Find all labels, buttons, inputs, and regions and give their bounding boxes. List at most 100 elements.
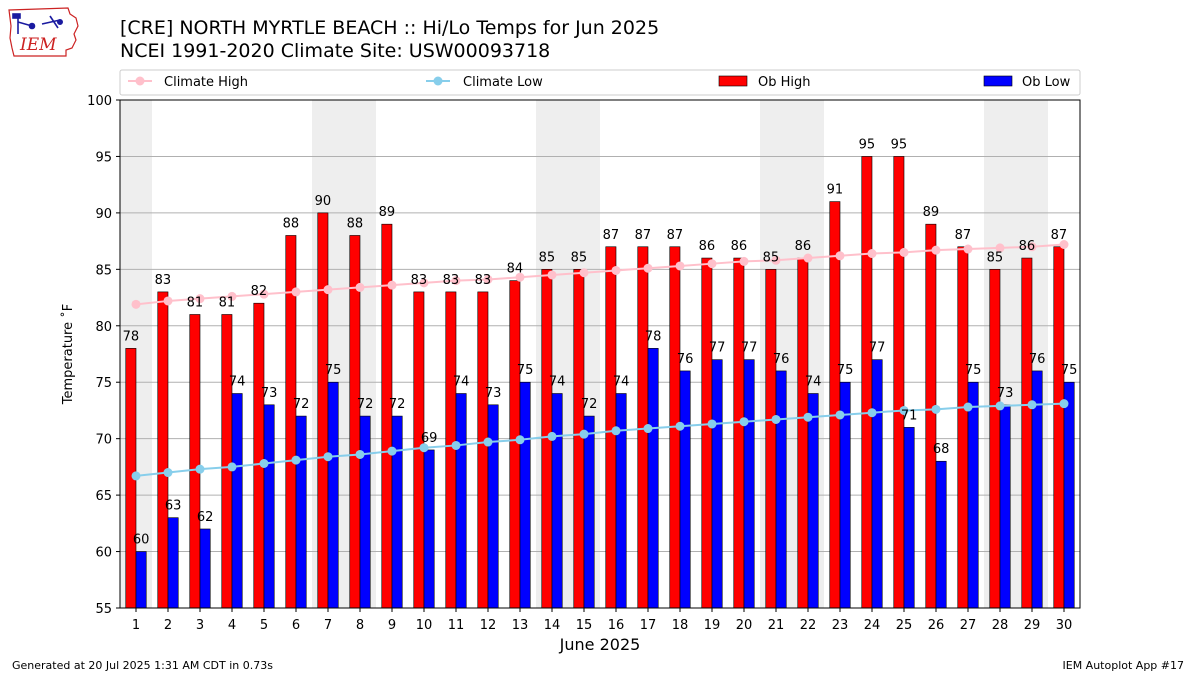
ob-low-bar-15 — [583, 415, 595, 609]
climate-low-point-19 — [707, 419, 717, 429]
ob-high-label-4: 81 — [219, 295, 236, 310]
climate-low-point-20 — [739, 417, 749, 427]
climate-low-point-21 — [771, 414, 781, 424]
ob-high-label-26: 89 — [923, 205, 940, 220]
climate-high-point-14 — [547, 270, 557, 280]
ob-low-bar-25 — [903, 427, 915, 609]
y-axis: 55 60 65 70 75 80 85 90 95 100 — [87, 94, 120, 617]
ob-high-label-19: 86 — [699, 239, 716, 254]
app-note: IEM Autoplot App #17 — [1062, 659, 1185, 672]
ob-low-label-24: 77 — [869, 341, 886, 356]
ob-high-label-22: 86 — [795, 239, 812, 254]
ob-high-label-7: 90 — [315, 194, 332, 209]
climate-low-point-23 — [835, 410, 845, 420]
y-tick-label-70: 70 — [95, 433, 112, 448]
climate-low-point-15 — [579, 429, 589, 439]
climate-high-point-30 — [1059, 239, 1069, 249]
ob-low-bar-4 — [231, 393, 243, 609]
ob-high-bar-4 — [221, 314, 233, 609]
ob-high-label-30: 87 — [1051, 228, 1068, 243]
ob-high-label-17: 87 — [635, 228, 652, 243]
ob-low-bar-28 — [999, 404, 1011, 609]
x-tick-label-28: 28 — [992, 618, 1009, 633]
x-axis: 1 2 3 4 5 6 7 8 9 10 11 12 13 14 15 16 17 18 19 20 21 22 23 24 2… — [132, 608, 1072, 633]
y-tick-label-80: 80 — [95, 320, 112, 335]
ob-low-label-18: 76 — [677, 352, 694, 367]
ob-high-bar-13 — [509, 280, 521, 609]
x-tick-label-10: 10 — [416, 618, 433, 633]
legend-climate-high: Climate High — [164, 75, 248, 90]
ob-high-label-16: 87 — [603, 228, 620, 243]
x-tick-label-9: 9 — [388, 618, 396, 633]
x-tick-label-17: 17 — [640, 618, 657, 633]
bars-group — [125, 156, 1075, 609]
climate-high-point-23 — [835, 251, 845, 261]
ob-high-bar-20 — [733, 257, 745, 609]
ob-low-label-15: 72 — [581, 397, 598, 412]
climate-low-point-1 — [131, 471, 141, 481]
ob-low-label-14: 74 — [549, 375, 566, 390]
ob-low-label-2: 63 — [165, 499, 182, 514]
ob-low-label-7: 75 — [325, 363, 342, 378]
climate-low-point-22 — [803, 412, 813, 422]
ob-high-bar-3 — [189, 314, 201, 609]
ob-high-label-23: 91 — [827, 183, 844, 198]
climate-low-point-9 — [387, 446, 397, 456]
climate-low-point-12 — [483, 437, 493, 447]
x-tick-label-23: 23 — [832, 618, 849, 633]
ob-low-bar-21 — [775, 370, 787, 609]
x-tick-label-18: 18 — [672, 618, 689, 633]
climate-high-point-9 — [387, 280, 397, 290]
ob-low-bar-26 — [935, 460, 947, 609]
climate-low-point-29 — [1027, 400, 1037, 410]
ob-low-label-9: 72 — [389, 397, 406, 412]
x-tick-label-3: 3 — [196, 618, 204, 633]
x-tick-label-25: 25 — [896, 618, 913, 633]
x-tick-label-20: 20 — [736, 618, 753, 633]
climate-low-point-14 — [547, 431, 557, 441]
ob-high-label-11: 83 — [443, 273, 460, 288]
ob-low-label-10: 69 — [421, 431, 438, 446]
ob-high-bar-15 — [573, 269, 585, 609]
climate-lines — [131, 239, 1069, 481]
climate-low-point-26 — [931, 404, 941, 414]
ob-low-bar-22 — [807, 393, 819, 609]
ob-high-label-5: 82 — [251, 284, 268, 299]
ob-high-label-21: 85 — [763, 250, 780, 265]
ob-low-label-28: 73 — [997, 386, 1014, 401]
ob-low-label-27: 75 — [965, 363, 982, 378]
grid-lines — [120, 155, 1080, 553]
climate-low-point-7 — [323, 452, 333, 462]
ob-low-bar-5 — [263, 404, 275, 609]
ob-low-label-4: 74 — [229, 375, 246, 390]
x-tick-label-12: 12 — [480, 618, 497, 633]
ob-low-bar-10 — [423, 449, 435, 609]
climate-low-point-28 — [995, 401, 1005, 411]
ob-high-label-28: 85 — [987, 250, 1004, 265]
ob-high-bar-2 — [157, 291, 169, 609]
x-tick-label-1: 1 — [132, 618, 140, 633]
climate-high-point-10 — [419, 278, 429, 288]
ob-low-bar-19 — [711, 359, 723, 609]
climate-low-line — [135, 402, 1065, 477]
ob-high-label-9: 89 — [379, 205, 396, 220]
ob-low-bar-20 — [743, 359, 755, 609]
climate-high-point-6 — [291, 287, 301, 297]
climate-low-point-16 — [611, 426, 621, 436]
climate-high-point-13 — [515, 272, 525, 282]
legend-ob-high-swatch — [718, 75, 748, 87]
x-tick-label-30: 30 — [1056, 618, 1073, 633]
ob-low-label-30: 75 — [1061, 363, 1078, 378]
climate-high-point-25 — [899, 247, 909, 257]
climate-low-point-8 — [355, 449, 365, 459]
climate-high-point-2 — [163, 296, 173, 306]
y-tick-label-90: 90 — [95, 207, 112, 222]
climate-high-point-18 — [675, 261, 685, 271]
x-tick-label-24: 24 — [864, 618, 881, 633]
y-axis-label: Temperature ˚F — [60, 304, 76, 405]
x-tick-label-14: 14 — [544, 618, 561, 633]
ob-high-bar-25 — [893, 156, 905, 609]
x-tick-label-13: 13 — [512, 618, 529, 633]
ob-low-bar-6 — [295, 415, 307, 609]
